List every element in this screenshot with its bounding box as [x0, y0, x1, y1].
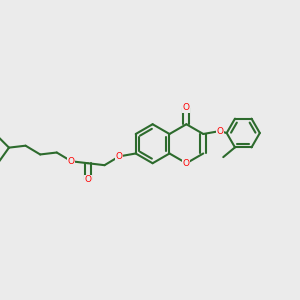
Text: O: O	[183, 103, 190, 112]
Text: O: O	[68, 157, 75, 166]
Text: O: O	[216, 127, 223, 136]
Text: O: O	[183, 159, 190, 168]
Text: O: O	[85, 175, 92, 184]
Text: O: O	[116, 152, 123, 161]
